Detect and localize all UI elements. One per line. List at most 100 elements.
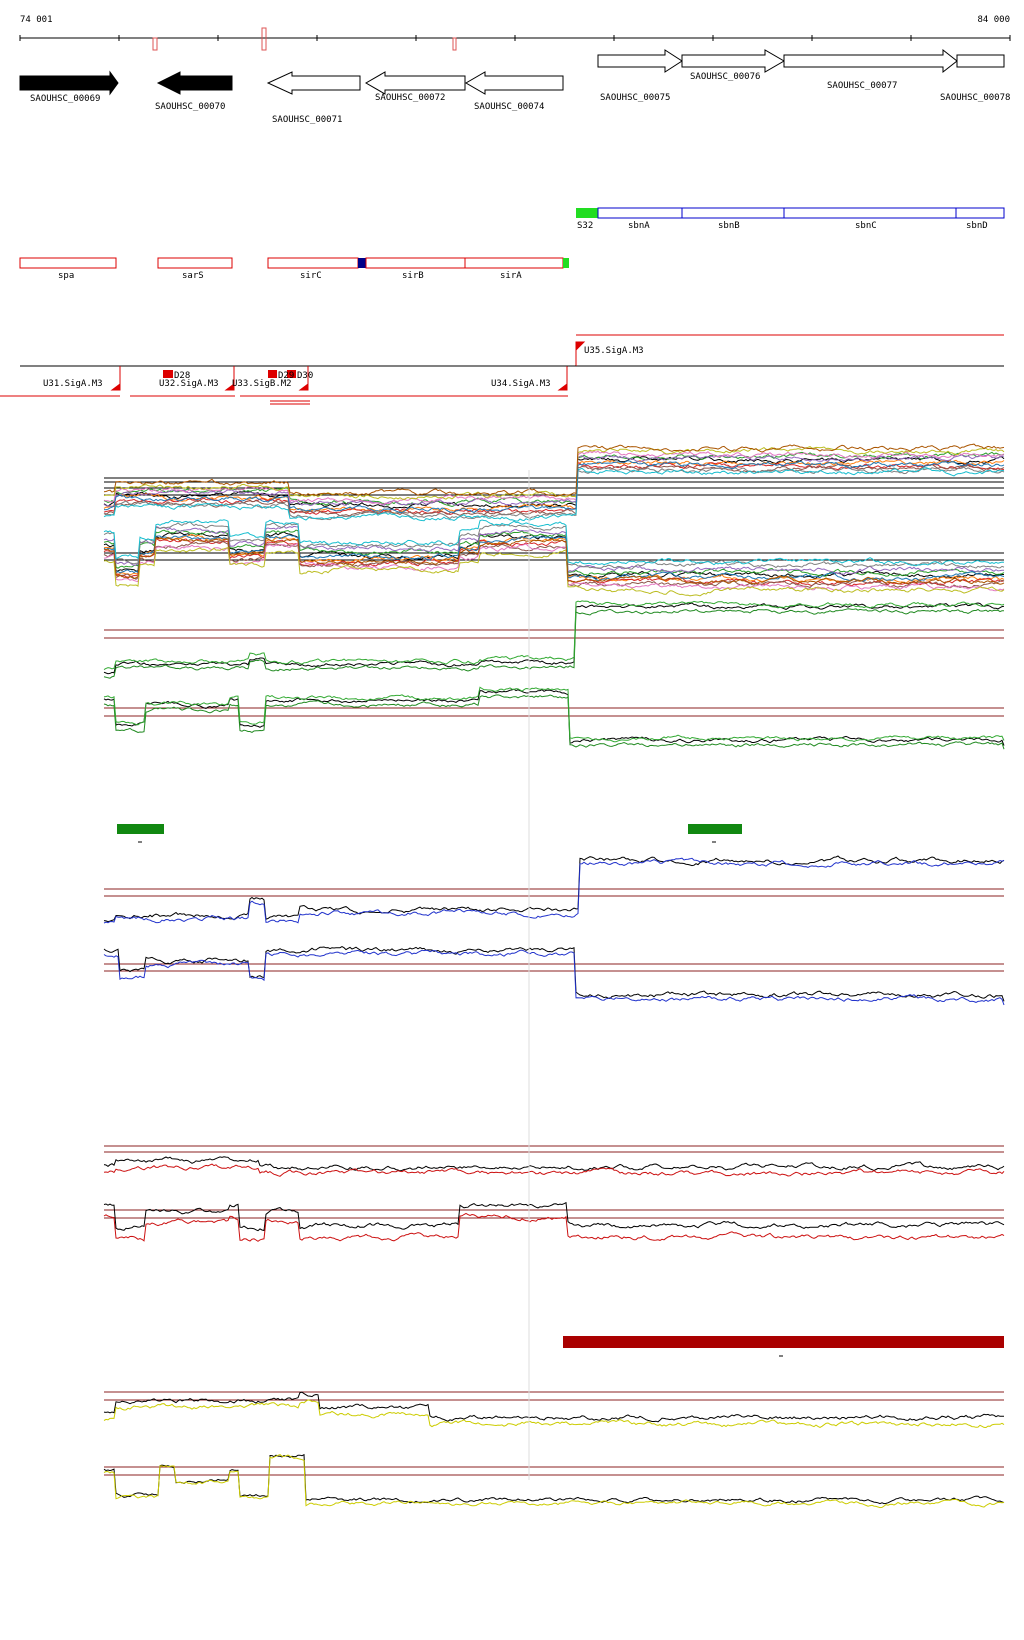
gene-label: SAOUHSC_00071: [272, 115, 342, 125]
segment-label: S32: [577, 221, 593, 231]
expression-series-line: [103, 519, 1005, 567]
highlight-bars: [117, 824, 1004, 1357]
segment-box[interactable]: [955, 207, 1005, 219]
expression-series-line: [103, 600, 1005, 671]
segment-box[interactable]: [19, 257, 117, 269]
gene-label: SAOUHSC_00069: [30, 94, 100, 104]
segment-box[interactable]: [464, 257, 564, 269]
expression-series-line: [103, 686, 1005, 743]
expression-series-line: [103, 1201, 1005, 1232]
terminator-label: D28: [174, 371, 190, 381]
expression-series-line: [103, 1156, 1005, 1172]
expression-series-line: [103, 542, 1005, 592]
segment-box[interactable]: [267, 257, 359, 269]
segment-box[interactable]: [576, 208, 598, 218]
gene-arrow[interactable]: [156, 71, 233, 95]
promoter-flag[interactable]: [224, 366, 235, 391]
segment-label: sbnC: [855, 221, 877, 231]
segment-box: [358, 258, 366, 268]
promoter-flag[interactable]: [575, 341, 586, 366]
expression-series-line: [103, 1453, 1005, 1505]
segment-box[interactable]: [783, 207, 957, 219]
expression-series-line: [103, 694, 1005, 750]
segment-box[interactable]: [597, 207, 683, 219]
ruler-feature-mark: [452, 37, 457, 51]
promoter-label: U34.SigA.M3: [491, 379, 551, 389]
upper-segment-track: S32 sbnA sbnB sbnC sbnD: [576, 207, 1005, 231]
segment-label: sarS: [182, 271, 204, 281]
gene-arrow[interactable]: [19, 70, 119, 96]
expression-series-line: [103, 459, 1005, 514]
expression-series-line: [103, 1399, 1005, 1429]
expression-series-line: [103, 451, 1005, 508]
expression-series-line: [103, 536, 1005, 585]
segment-label: spa: [58, 271, 74, 281]
expression-series-line: [103, 467, 1005, 522]
promoter-flag[interactable]: [110, 366, 121, 391]
segment-box[interactable]: [365, 257, 466, 269]
terminator-label: D29: [278, 371, 294, 381]
ruler-feature-mark: [152, 37, 158, 51]
ruler-end-label: 84 000: [977, 15, 1010, 25]
gene-label: SAOUHSC_00072: [375, 93, 445, 103]
ruler-feature-mark: [261, 27, 267, 51]
segment-label: sirA: [500, 271, 522, 281]
expression-series-line: [103, 540, 1005, 589]
terminator-label: D30: [297, 371, 313, 381]
expression-series-line: [103, 537, 1005, 587]
expression-series-line: [103, 1163, 1005, 1177]
promoter-label: U35.SigA.M3: [584, 346, 644, 356]
gene-label: SAOUHSC_00076: [690, 72, 760, 82]
expression-series-line: [103, 450, 1005, 505]
expression-series-line: [103, 446, 1005, 501]
promoter-flag[interactable]: [557, 366, 568, 391]
expression-series-line: [103, 946, 1005, 1002]
gene-label: SAOUHSC_00078: [940, 93, 1010, 103]
expression-series-line: [103, 1454, 1005, 1509]
gene-arrow[interactable]: [956, 54, 1005, 68]
expression-series-line: [103, 688, 1005, 746]
gene-track: SAOUHSC_00069 SAOUHSC_00070 SAOUHSC_0007…: [19, 48, 1010, 125]
segment-label: sbnB: [718, 221, 740, 231]
gene-arrow[interactable]: [783, 48, 958, 74]
promoter-label: U32.SigA.M3: [159, 379, 219, 389]
gene-label: SAOUHSC_00074: [474, 102, 544, 112]
gene-label: SAOUHSC_00077: [827, 81, 897, 91]
coordinate-ruler: 74 001 84 000: [19, 15, 1011, 51]
segment-box[interactable]: [681, 207, 785, 219]
expression-series-line: [103, 534, 1005, 582]
expression-series-line: [103, 855, 1005, 923]
promoter-label: U33.SigB.M2: [232, 379, 292, 389]
expression-tracks: [103, 443, 1005, 1509]
gene-arrow[interactable]: [597, 49, 683, 73]
expression-series-line: [103, 602, 1005, 675]
expression-series-line: [103, 525, 1004, 575]
ruler-start-label: 74 001: [20, 15, 53, 25]
gene-arrow[interactable]: [465, 71, 564, 95]
expression-series-line: [103, 521, 1005, 570]
segment-label: sbnD: [966, 221, 988, 231]
terminator-mark[interactable]: [287, 370, 296, 378]
segment-label: sbnA: [628, 221, 650, 231]
gene-arrow[interactable]: [266, 71, 361, 95]
expression-series-line: [103, 608, 1005, 679]
promoter-flag[interactable]: [298, 366, 309, 391]
gene-arrow[interactable]: [681, 49, 785, 73]
expression-series-line: [103, 546, 1005, 597]
highlight-bar[interactable]: [688, 824, 742, 834]
segment-box: [563, 258, 569, 268]
segment-label: sirC: [300, 271, 322, 281]
highlight-bar[interactable]: [563, 1336, 1004, 1348]
terminator-mark[interactable]: [163, 370, 173, 378]
expression-series-line: [103, 949, 1005, 1006]
segment-label: sirB: [402, 271, 424, 281]
terminator-mark[interactable]: [268, 370, 277, 378]
gene-label: SAOUHSC_00070: [155, 102, 225, 112]
gene-arrow[interactable]: [365, 71, 466, 95]
gene-label: SAOUHSC_00075: [600, 93, 670, 103]
highlight-bar[interactable]: [117, 824, 164, 834]
segment-box[interactable]: [157, 257, 233, 269]
expression-series-line: [103, 857, 1005, 924]
expression-series-line: [103, 454, 1004, 508]
